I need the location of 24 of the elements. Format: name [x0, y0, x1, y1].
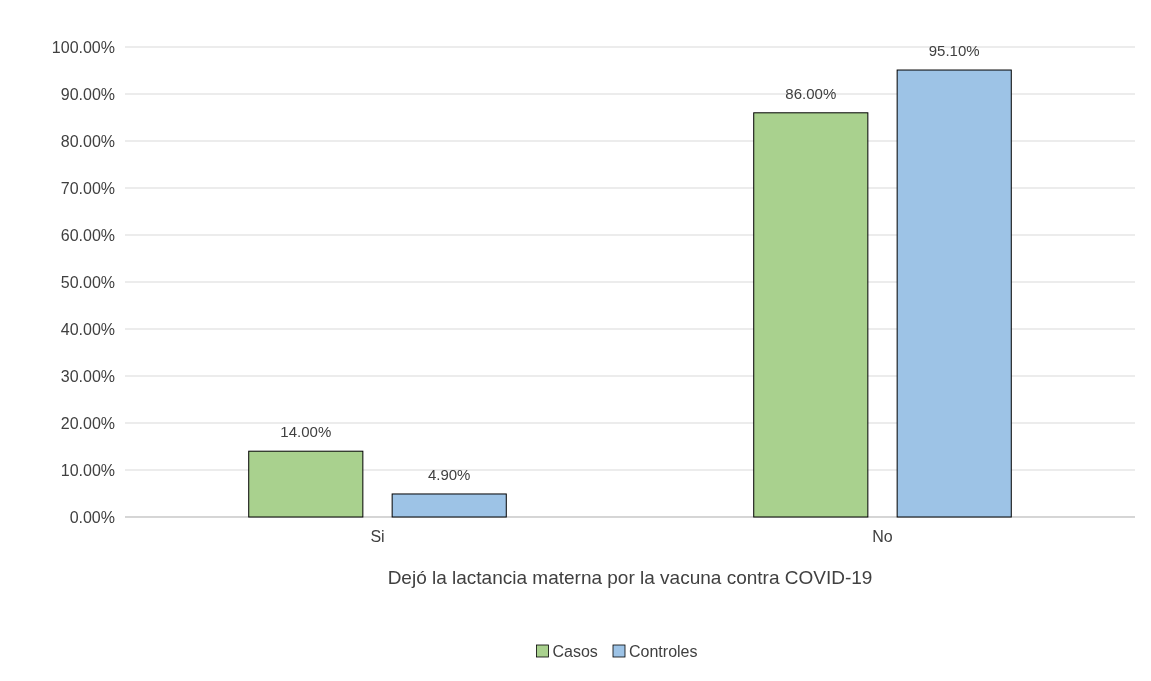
y-tick-label: 50.00%: [60, 273, 115, 291]
data-label: 4.90%: [427, 465, 471, 483]
y-tick-label: 100.00%: [51, 38, 115, 56]
bar: [896, 69, 1012, 518]
x-tick-label: Si: [370, 528, 385, 545]
y-tick-label: 0.00%: [69, 508, 115, 526]
bar: [753, 112, 869, 518]
legend-label: Controles: [629, 642, 698, 660]
y-tick-label: 90.00%: [60, 85, 115, 103]
x-axis-title: Dejó la lactancia materna por la vacuna contra COVID-19: [387, 567, 873, 588]
data-label: 86.00%: [785, 84, 837, 102]
y-tick-label: 40.00%: [60, 320, 115, 338]
data-label: 14.00%: [280, 423, 332, 441]
y-tick-label: 10.00%: [60, 461, 115, 479]
legend-label: Casos: [552, 642, 598, 660]
y-tick-label: 70.00%: [60, 179, 115, 197]
bar: [391, 493, 507, 518]
bar: [248, 450, 364, 518]
y-tick-label: 30.00%: [60, 367, 115, 385]
y-tick-label: 80.00%: [60, 132, 115, 150]
data-label: 95.10%: [928, 42, 980, 60]
y-tick-label: 60.00%: [60, 226, 115, 244]
x-tick-label: No: [872, 528, 893, 545]
y-tick-label: 20.00%: [60, 414, 115, 432]
